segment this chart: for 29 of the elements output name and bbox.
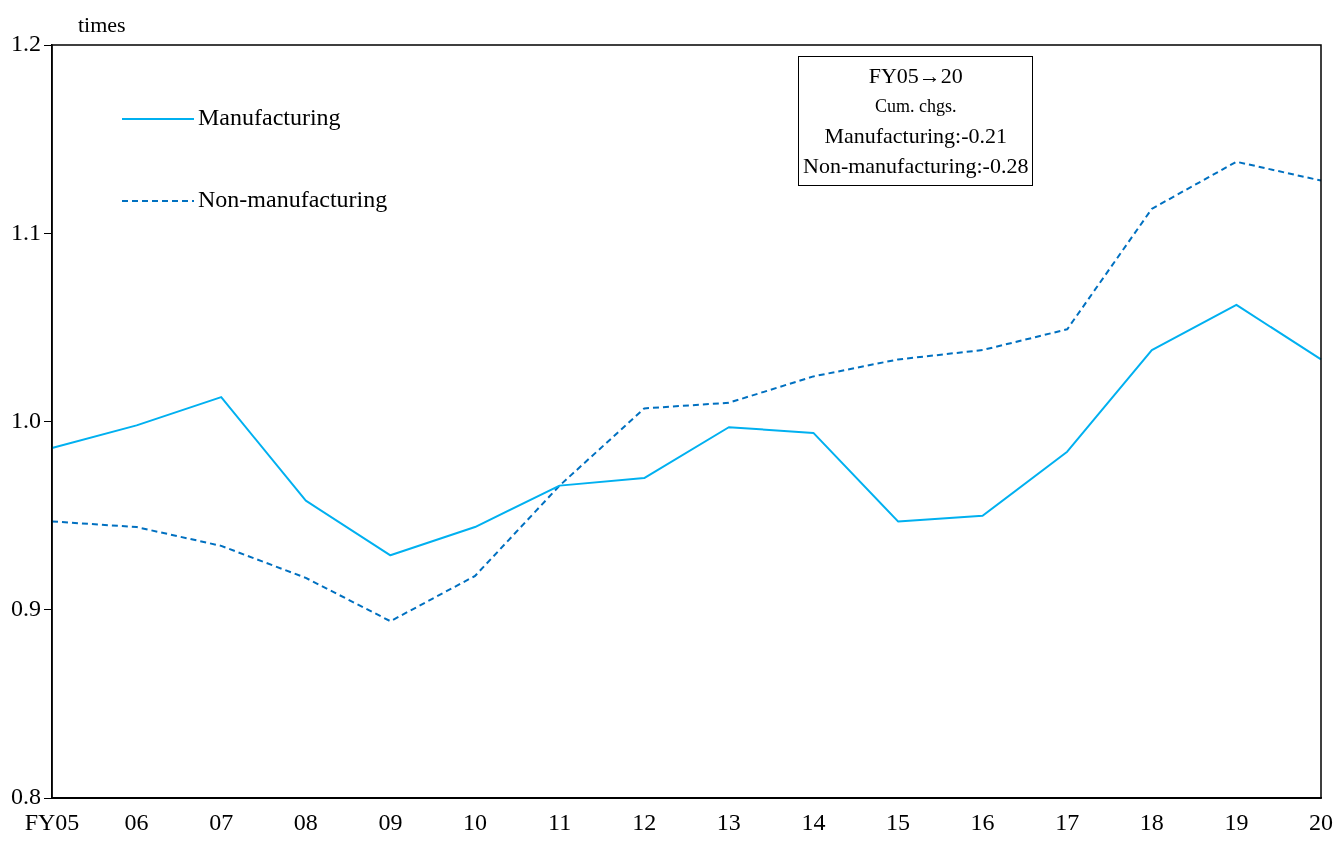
legend-label: Manufacturing [198, 104, 341, 131]
x-tick-label: 10 [463, 808, 487, 835]
x-tick-label: 20 [1309, 808, 1333, 835]
x-tick-label: 08 [293, 808, 318, 835]
x-tick-label: 18 [1139, 808, 1164, 835]
x-tick-label: 19 [1224, 808, 1249, 835]
x-tick-label: 14 [801, 808, 826, 835]
x-tick-label: 15 [886, 808, 910, 835]
annotation: Non-manufacturing:-0.28 [803, 152, 1029, 180]
x-tick-label: 13 [716, 808, 741, 835]
x-tick-label: 09 [378, 808, 403, 835]
line-series [51, 160, 1322, 623]
y-tick-label: 1.1 [11, 218, 41, 245]
x-tick-label: 16 [970, 808, 995, 835]
x-tick-label: FY05 [24, 808, 80, 835]
x-tick-label: 11 [548, 808, 572, 835]
y-tick-label: 1.0 [11, 406, 41, 433]
annotation: Manufacturing:-0.21 [823, 122, 1009, 150]
y-tick-label: 0.9 [11, 595, 41, 622]
x-tick-label: 06 [124, 808, 149, 835]
y-axis-title: times [78, 11, 126, 37]
y-tick-label: 0.8 [11, 783, 41, 810]
y-tick-label: 1.2 [11, 30, 41, 57]
x-tick-label: 12 [632, 808, 657, 835]
x-tick-label: 17 [1055, 808, 1080, 835]
annotation: FY05→20 [867, 62, 964, 90]
x-tick-label: 07 [209, 808, 234, 835]
legend-label: Non-manufacturing [198, 186, 388, 213]
annotation: Cum. chgs. [873, 95, 958, 118]
